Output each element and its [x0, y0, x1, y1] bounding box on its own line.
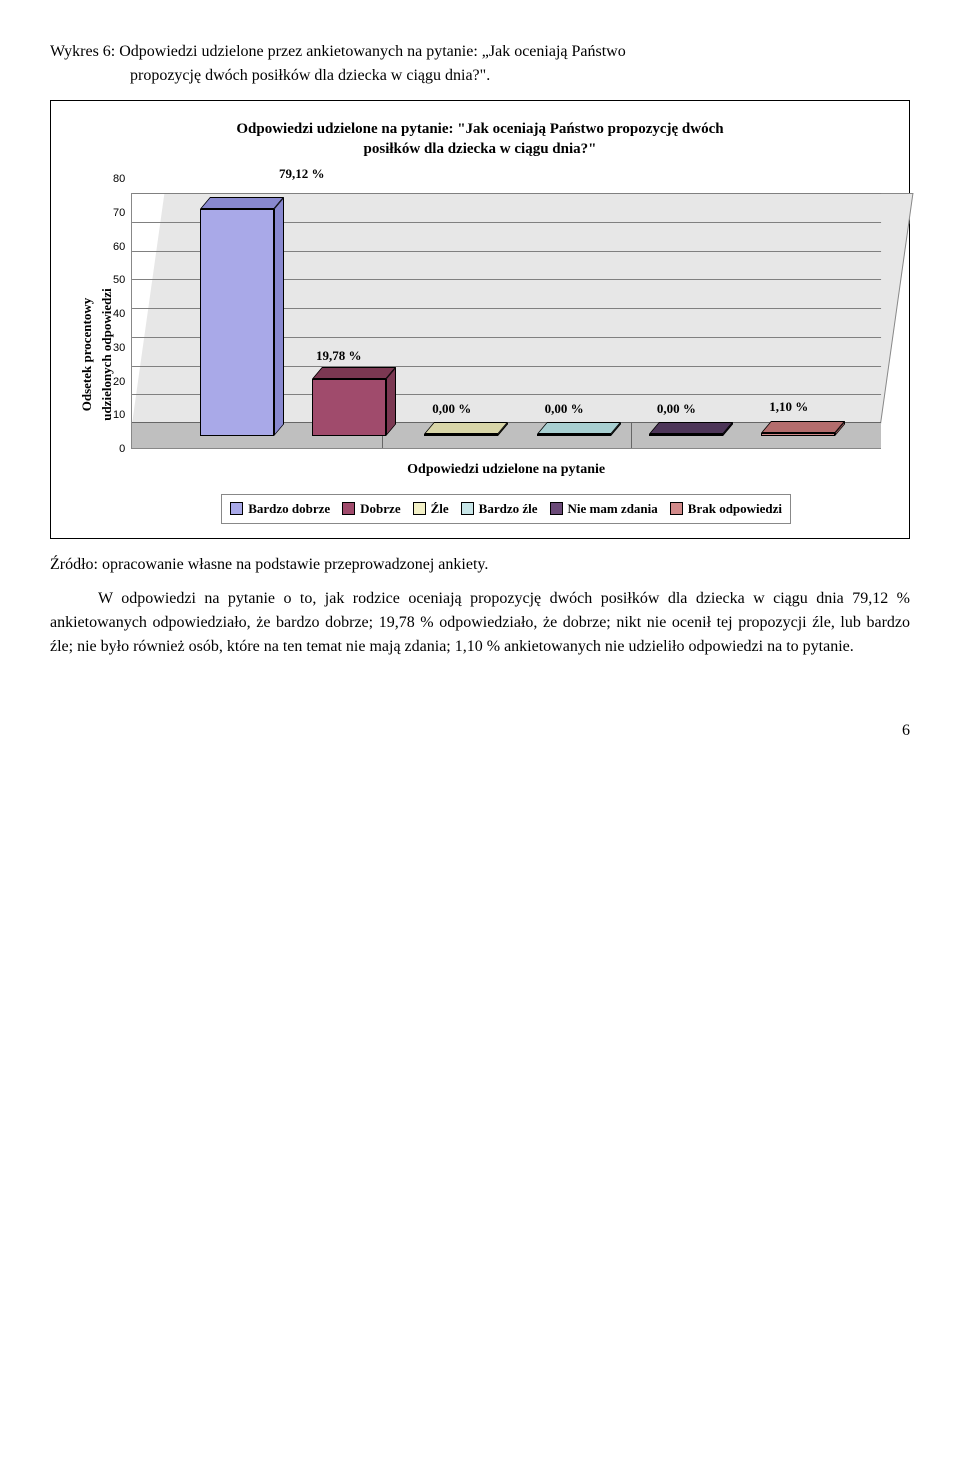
bars-layer: 19,78 % 0,00 % 0,00 % 0,00 % 1,10 % [132, 193, 881, 448]
chart-frame: Odpowiedzi udzielone na pytanie: "Jak oc… [50, 100, 910, 539]
bar-top [424, 422, 508, 434]
body-paragraph: W odpowiedzi na pytanie o to, jak rodzic… [50, 587, 910, 659]
x-axis-label: Odpowiedzi udzielone na pytanie [131, 459, 881, 480]
bar-side [386, 367, 396, 436]
legend-label: Bardzo źle [479, 499, 538, 519]
legend-swatch [670, 502, 683, 515]
page-number: 6 [50, 719, 910, 743]
bar: 0,00 % [649, 422, 723, 436]
bar-value-label: 0,00 % [545, 399, 584, 419]
bar-top [761, 421, 845, 433]
ylabel-col: Odsetek procentowy udzielonych odpowiedz… [79, 185, 113, 524]
legend-swatch [413, 502, 426, 515]
bar-top [312, 367, 396, 379]
legend: Bardzo dobrze Dobrze Źle Bardzo źle Nie mam … [221, 494, 791, 524]
legend-item: Brak odpowiedzi [670, 499, 782, 519]
body-text: W odpowiedzi na pytanie o to, jak rodzic… [50, 587, 910, 659]
bar-front [761, 433, 835, 436]
legend-label: Brak odpowiedzi [688, 499, 782, 519]
bar-front [537, 434, 611, 436]
bar [200, 197, 274, 436]
bar-value-label: 0,00 % [432, 399, 471, 419]
bar: 1,10 % [761, 421, 835, 436]
legend-label: Dobrze [360, 499, 400, 519]
legend-swatch [230, 502, 243, 515]
caption-line1: Wykres 6: Odpowiedzi udzielone przez ank… [50, 43, 626, 60]
chart-title-line2: posiłków dla dziecka w ciągu dnia?" [364, 141, 597, 157]
y-axis-label: Odsetek procentowy udzielonych odpowiedz… [77, 288, 116, 421]
legend-item: Źle [413, 499, 449, 519]
legend-item: Bardzo źle [461, 499, 538, 519]
bar-top [649, 422, 733, 434]
bar-front [200, 209, 274, 436]
bar-value-label: 19,78 % [316, 346, 362, 366]
source-text: Źródło: opracowanie własne na podstawie … [50, 553, 910, 577]
legend-label: Bardzo dobrze [248, 499, 330, 519]
chart-title-line1: Odpowiedzi udzielone na pytanie: "Jak oc… [236, 121, 723, 137]
bar-front [649, 434, 723, 436]
legend-swatch [461, 502, 474, 515]
bar-value-label: 0,00 % [657, 399, 696, 419]
caption-line2: propozycję dwóch posiłków dla dziecka w … [50, 64, 490, 88]
legend-swatch [550, 502, 563, 515]
bar-top [537, 422, 621, 434]
bar-value-label: 1,10 % [769, 397, 808, 417]
top-bar-value: 79,12 % [279, 164, 881, 184]
chart-row: Odsetek procentowy udzielonych odpowiedz… [79, 185, 881, 524]
legend-swatch [342, 502, 355, 515]
figure-caption: Wykres 6: Odpowiedzi udzielone przez ank… [50, 40, 910, 88]
bar-front [424, 434, 498, 436]
bar-top [200, 197, 284, 209]
bar-side [274, 197, 284, 436]
plot-wrap: 19,78 % 0,00 % 0,00 % 0,00 % 1,10 % Odpowied… [131, 185, 881, 524]
legend-label: Źle [431, 499, 449, 519]
bar-front [312, 379, 386, 436]
plot-area: 19,78 % 0,00 % 0,00 % 0,00 % 1,10 % [131, 193, 881, 449]
bar: 0,00 % [424, 422, 498, 436]
chart-title: Odpowiedzi udzielone na pytanie: "Jak oc… [79, 119, 881, 160]
bar: 19,78 % [312, 367, 386, 436]
legend-item: Nie mam zdania [550, 499, 658, 519]
legend-item: Bardzo dobrze [230, 499, 330, 519]
legend-item: Dobrze [342, 499, 400, 519]
legend-label: Nie mam zdania [568, 499, 658, 519]
bar: 0,00 % [537, 422, 611, 436]
